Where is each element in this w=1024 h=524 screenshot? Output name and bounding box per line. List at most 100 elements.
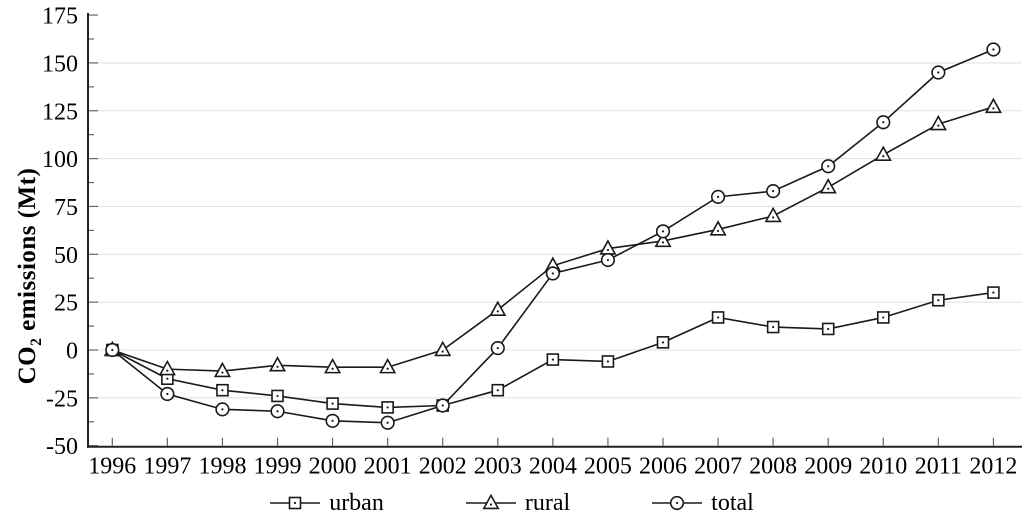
marker-center-dot [992,291,995,294]
square-marker [216,383,229,397]
marker-center-dot [772,216,775,219]
square-marker [491,383,505,397]
circle-marker [490,340,505,356]
marker-center-dot [276,365,279,368]
marker-center-dot [606,258,610,262]
circle-marker [380,415,395,430]
marker-center-dot [331,419,334,422]
x-tick-label: 1996 [88,454,136,480]
circle-marker [655,224,671,239]
circle-marker [876,115,891,130]
marker-center-dot [221,371,224,374]
x-tick-label: 2012 [969,454,1017,480]
x-tick-label: 2010 [859,454,907,480]
triangle-marker [268,356,287,372]
marker-center-dot [551,358,554,361]
marker-center-dot [676,501,679,505]
circle-marker [435,398,450,413]
series-total [105,42,1001,430]
x-tick-label: 2000 [309,454,357,480]
marker-center-dot [496,346,499,350]
marker-center-dot [827,165,830,168]
marker-center-dot [882,316,885,319]
y-axis-title-text: CO [14,345,41,385]
circle-marker-icon [652,495,703,511]
triangle-marker [764,206,782,223]
marker-center-dot [661,341,665,344]
x-tick-label: 2003 [474,454,522,480]
y-tick-label: 25 [54,291,78,317]
marker-center-dot [661,230,665,233]
marker-center-dot [441,404,444,407]
triangle-marker [929,114,947,131]
circle-marker [670,495,685,511]
legend-label-total: total [711,490,754,516]
circle-marker [545,266,560,281]
circle-marker [215,402,230,417]
y-tick-label: 100 [42,147,78,173]
marker-center-dot [937,124,940,127]
circle-marker [931,65,946,80]
marker-center-dot [827,327,830,331]
marker-center-dot [716,316,720,319]
tick-labels: 175 150 125 100 75 50 25 0 -25 -50 1996 1997 1998 199… [42,4,1017,480]
x-tick-label: 2009 [804,454,852,480]
marker-center-dot [551,272,554,275]
marker-center-dot [661,241,665,244]
square-marker [381,401,394,414]
x-tick-label: 2006 [639,454,687,480]
marker-center-dot [606,248,610,252]
marker-center-dot [496,310,499,313]
legend-item-total: total [652,490,754,516]
marker-center-dot [331,367,334,370]
legend-label-urban: urban [329,490,384,516]
y-tick-label: -50 [46,434,78,460]
y-axis-title-unit: emissions (Mt) [14,167,41,338]
circle-marker [105,342,120,358]
square-marker [656,336,670,349]
x-tick-label: 1998 [198,454,246,480]
marker-center-dot [882,121,885,124]
y-axis-title: CO2 emissions (Mt) [13,126,45,426]
marker-center-dot [937,71,940,74]
marker-center-dot [882,155,885,158]
marker-center-dot [386,406,389,409]
x-tick-label: 2004 [529,454,577,480]
x-tick-label: 2007 [694,454,742,480]
rural-line [112,106,994,372]
axis-ticks [89,14,995,447]
x-tick-label: 2005 [584,454,632,480]
marker-center-dot [606,360,610,363]
marker-center-dot [496,389,499,392]
marker-center-dot [166,377,169,380]
y-tick-label: 0 [66,339,78,365]
y-tick-label: 50 [54,243,78,269]
square-marker [271,389,284,403]
marker-center-dot [772,190,775,193]
triangle-marker [984,97,1002,114]
legend-label-rural: rural [524,490,571,516]
triangle-marker [213,361,231,378]
triangle-marker [379,357,397,374]
triangle-marker [709,220,727,236]
marker-center-dot [716,195,720,198]
square-marker [821,322,835,336]
square-marker [601,355,615,368]
y-tick-label: 125 [42,99,78,125]
marker-center-dot [386,421,389,424]
square-marker-icon [270,496,321,510]
triangle-marker [654,231,672,248]
square-marker [932,293,945,307]
triangle-marker [874,145,892,161]
triangle-marker [158,359,176,376]
marker-center-dot [294,501,297,505]
x-tick-label: 1997 [143,454,191,480]
square-marker [546,353,560,366]
square-marker [766,320,780,334]
series-urban [106,286,1000,414]
marker-center-dot [221,389,224,392]
triangle-marker [489,300,507,317]
y-tick-label: 75 [54,195,78,221]
circle-marker [821,159,836,174]
